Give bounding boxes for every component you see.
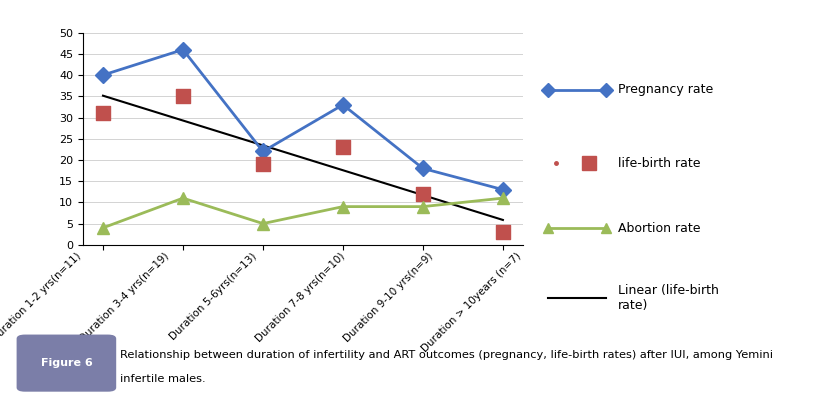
Point xyxy=(336,144,349,151)
Text: Duration 9-10 yrs(n=9): Duration 9-10 yrs(n=9) xyxy=(342,251,435,344)
Point xyxy=(256,161,270,167)
Text: Duration 3-4 yrs(n=19): Duration 3-4 yrs(n=19) xyxy=(78,251,171,344)
Text: Duration > 10years (n=7): Duration > 10years (n=7) xyxy=(420,251,523,354)
Text: Duration 7-8 yrs(n=10): Duration 7-8 yrs(n=10) xyxy=(254,251,347,344)
Text: Figure 6: Figure 6 xyxy=(41,358,92,368)
Point xyxy=(496,229,510,235)
Text: Duration 5-6yrs(n=13): Duration 5-6yrs(n=13) xyxy=(168,251,259,341)
Text: infertile males.: infertile males. xyxy=(120,375,206,384)
Text: Abortion rate: Abortion rate xyxy=(618,222,701,235)
Text: Duration 1-2 yrs(n=11): Duration 1-2 yrs(n=11) xyxy=(0,251,83,344)
Text: Pregnancy rate: Pregnancy rate xyxy=(618,83,714,96)
Point xyxy=(96,110,110,117)
Text: Linear (life-birth
rate): Linear (life-birth rate) xyxy=(618,284,720,312)
Point xyxy=(417,191,430,197)
Text: life-birth rate: life-birth rate xyxy=(618,157,701,170)
Point xyxy=(176,93,189,100)
Text: Relationship between duration of infertility and ART outcomes (pregnancy, life-b: Relationship between duration of inferti… xyxy=(120,350,774,360)
